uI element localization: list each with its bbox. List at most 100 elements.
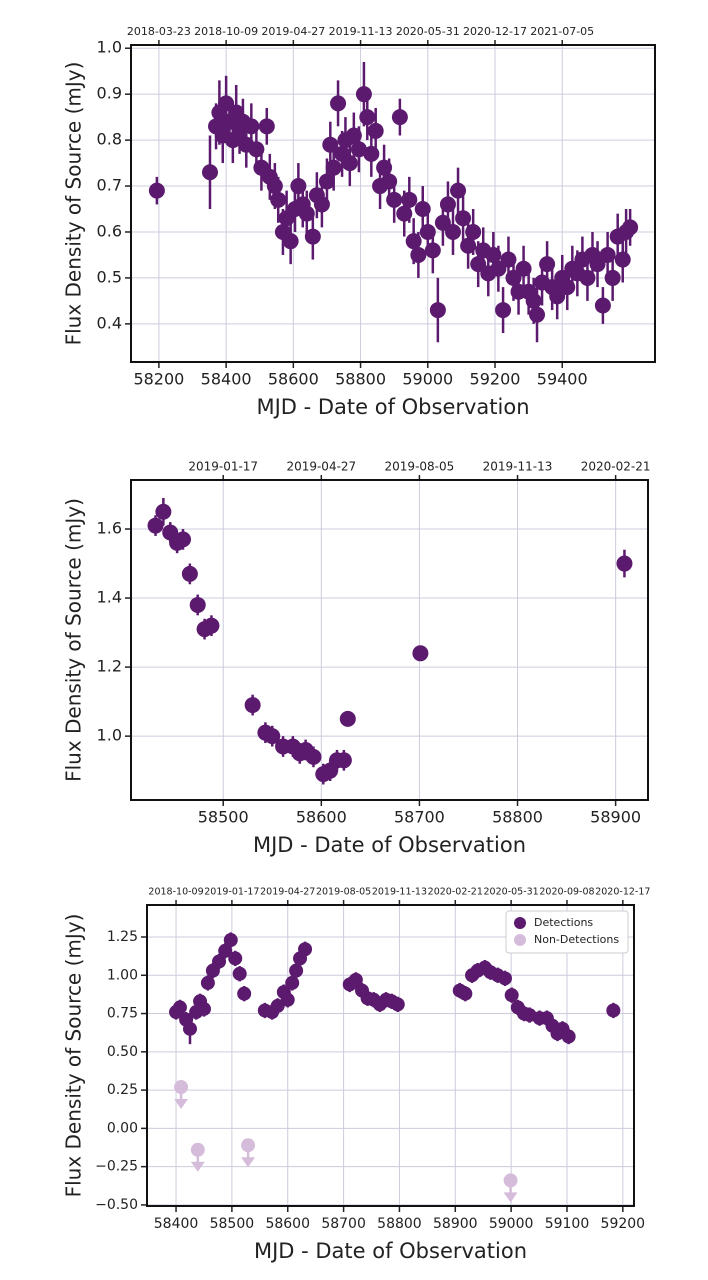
y-tick-label: 0.5 [97,267,122,286]
panel: 58200 58400 58600 58800 59000 59200 59400 0.4 0.… [62,25,655,419]
data-point [318,173,335,190]
data-point [497,971,512,986]
data-point [495,302,512,319]
data-point [174,531,191,548]
top-tick-label: 2020-12-17 [463,25,527,38]
y-tick-label: 0.8 [97,130,122,149]
y-axis-label: Flux Density of Source (mJy) [62,914,86,1198]
x-tick-label: 58800 [492,808,543,827]
x-tick-label: 59200 [601,1216,646,1232]
data-point [280,992,295,1007]
top-tick-label: 2018-03-23 [127,25,191,38]
y-tick-label: 0.00 [107,1120,138,1136]
data-point [616,555,633,572]
data-point [270,998,285,1013]
data-point [458,986,473,1001]
y-tick-label: 1.25 [107,929,138,945]
data-point [424,242,441,259]
data-point [390,997,405,1012]
y-tick-label: 1.2 [97,657,122,676]
data-point [465,223,482,240]
top-tick-label: 2020-02-21 [428,887,483,898]
x-tick-label: 58600 [265,1216,310,1232]
top-tick-label: 2019-01-17 [188,460,258,474]
x-tick-label: 58600 [268,370,319,389]
data-point [232,966,247,981]
top-tick-label: 2020-12-17 [595,887,650,898]
legend-box [505,910,629,954]
y-tick-label: 1.0 [97,38,122,57]
data-point [196,1001,211,1016]
top-tick-label: 2019-11-13 [329,25,393,38]
top-tick-label: 2019-04-27 [286,460,356,474]
top-tick-label: 2020-05-31 [484,887,539,898]
plot-frame [130,44,656,363]
data-point [223,933,238,948]
x-tick-label: 58700 [394,808,445,827]
y-tick-label: 1.4 [97,588,122,607]
x-axis-label: MJD - Date of Observation [253,833,526,857]
data-point [386,191,403,208]
data-point [412,645,429,662]
top-tick-label: 2018-10-09 [148,887,203,898]
x-tick-label: 59100 [545,1216,590,1232]
data-point [429,302,446,319]
data-point [561,1029,576,1044]
data-point [147,517,164,534]
x-tick-label: 58900 [433,1216,478,1232]
data-point [305,748,322,765]
x-tick-label: 58500 [198,808,249,827]
y-tick-label: −0.50 [95,1197,138,1213]
data-point [439,196,456,213]
top-tick-label: 2019-04-27 [260,887,315,898]
data-point [266,178,283,195]
y-tick-label: 0.4 [97,313,122,332]
y-tick-label: 0.9 [97,84,122,103]
top-tick-label: 2018-10-09 [194,25,258,38]
data-point [270,191,287,208]
data-point [450,182,467,199]
top-tick-label: 2019-01-17 [204,887,259,898]
data-point [237,986,252,1001]
y-tick-label: 0.75 [107,1006,138,1022]
data-point [455,210,472,227]
data-point [410,246,427,263]
data-point [189,596,206,613]
data-point [503,1173,518,1188]
data-point [504,988,519,1003]
data-point [155,503,172,520]
upper-limit-arrow [190,1161,205,1172]
legend-marker [514,934,526,946]
data-point [350,141,367,158]
x-tick-label: 59200 [470,370,521,389]
data-point [339,710,356,727]
x-tick-label: 58700 [321,1216,366,1232]
y-tick-label: 1.6 [97,519,122,538]
data-point [529,306,546,323]
data-point [218,943,233,958]
data-point [174,1080,189,1095]
x-tick-label: 58800 [335,370,386,389]
data-point [341,155,358,172]
upper-limit-arrow [503,1192,518,1203]
data-point [190,1142,205,1157]
plot-frame [130,479,649,801]
data-point [614,251,631,268]
data-point [228,951,243,966]
data-point [367,122,384,139]
data-point [200,975,215,990]
data-point [348,972,363,987]
y-axis-label: Flux Density of Source (mJy) [62,62,86,346]
x-axis-label: MJD - Date of Observation [254,1239,527,1263]
legend: Detections Non-Detections [505,910,629,954]
data-point [212,954,227,969]
top-tick-label: 2020-05-31 [396,25,460,38]
data-point [183,1021,198,1036]
top-tick-label: 2021-07-05 [530,25,594,38]
data-point [330,95,347,112]
data-point [606,1003,621,1018]
x-tick-label: 58400 [154,1216,199,1232]
data-point [264,728,281,745]
top-tick-label: 2020-09-08 [539,887,594,898]
x-tick-label: 58800 [377,1216,422,1232]
